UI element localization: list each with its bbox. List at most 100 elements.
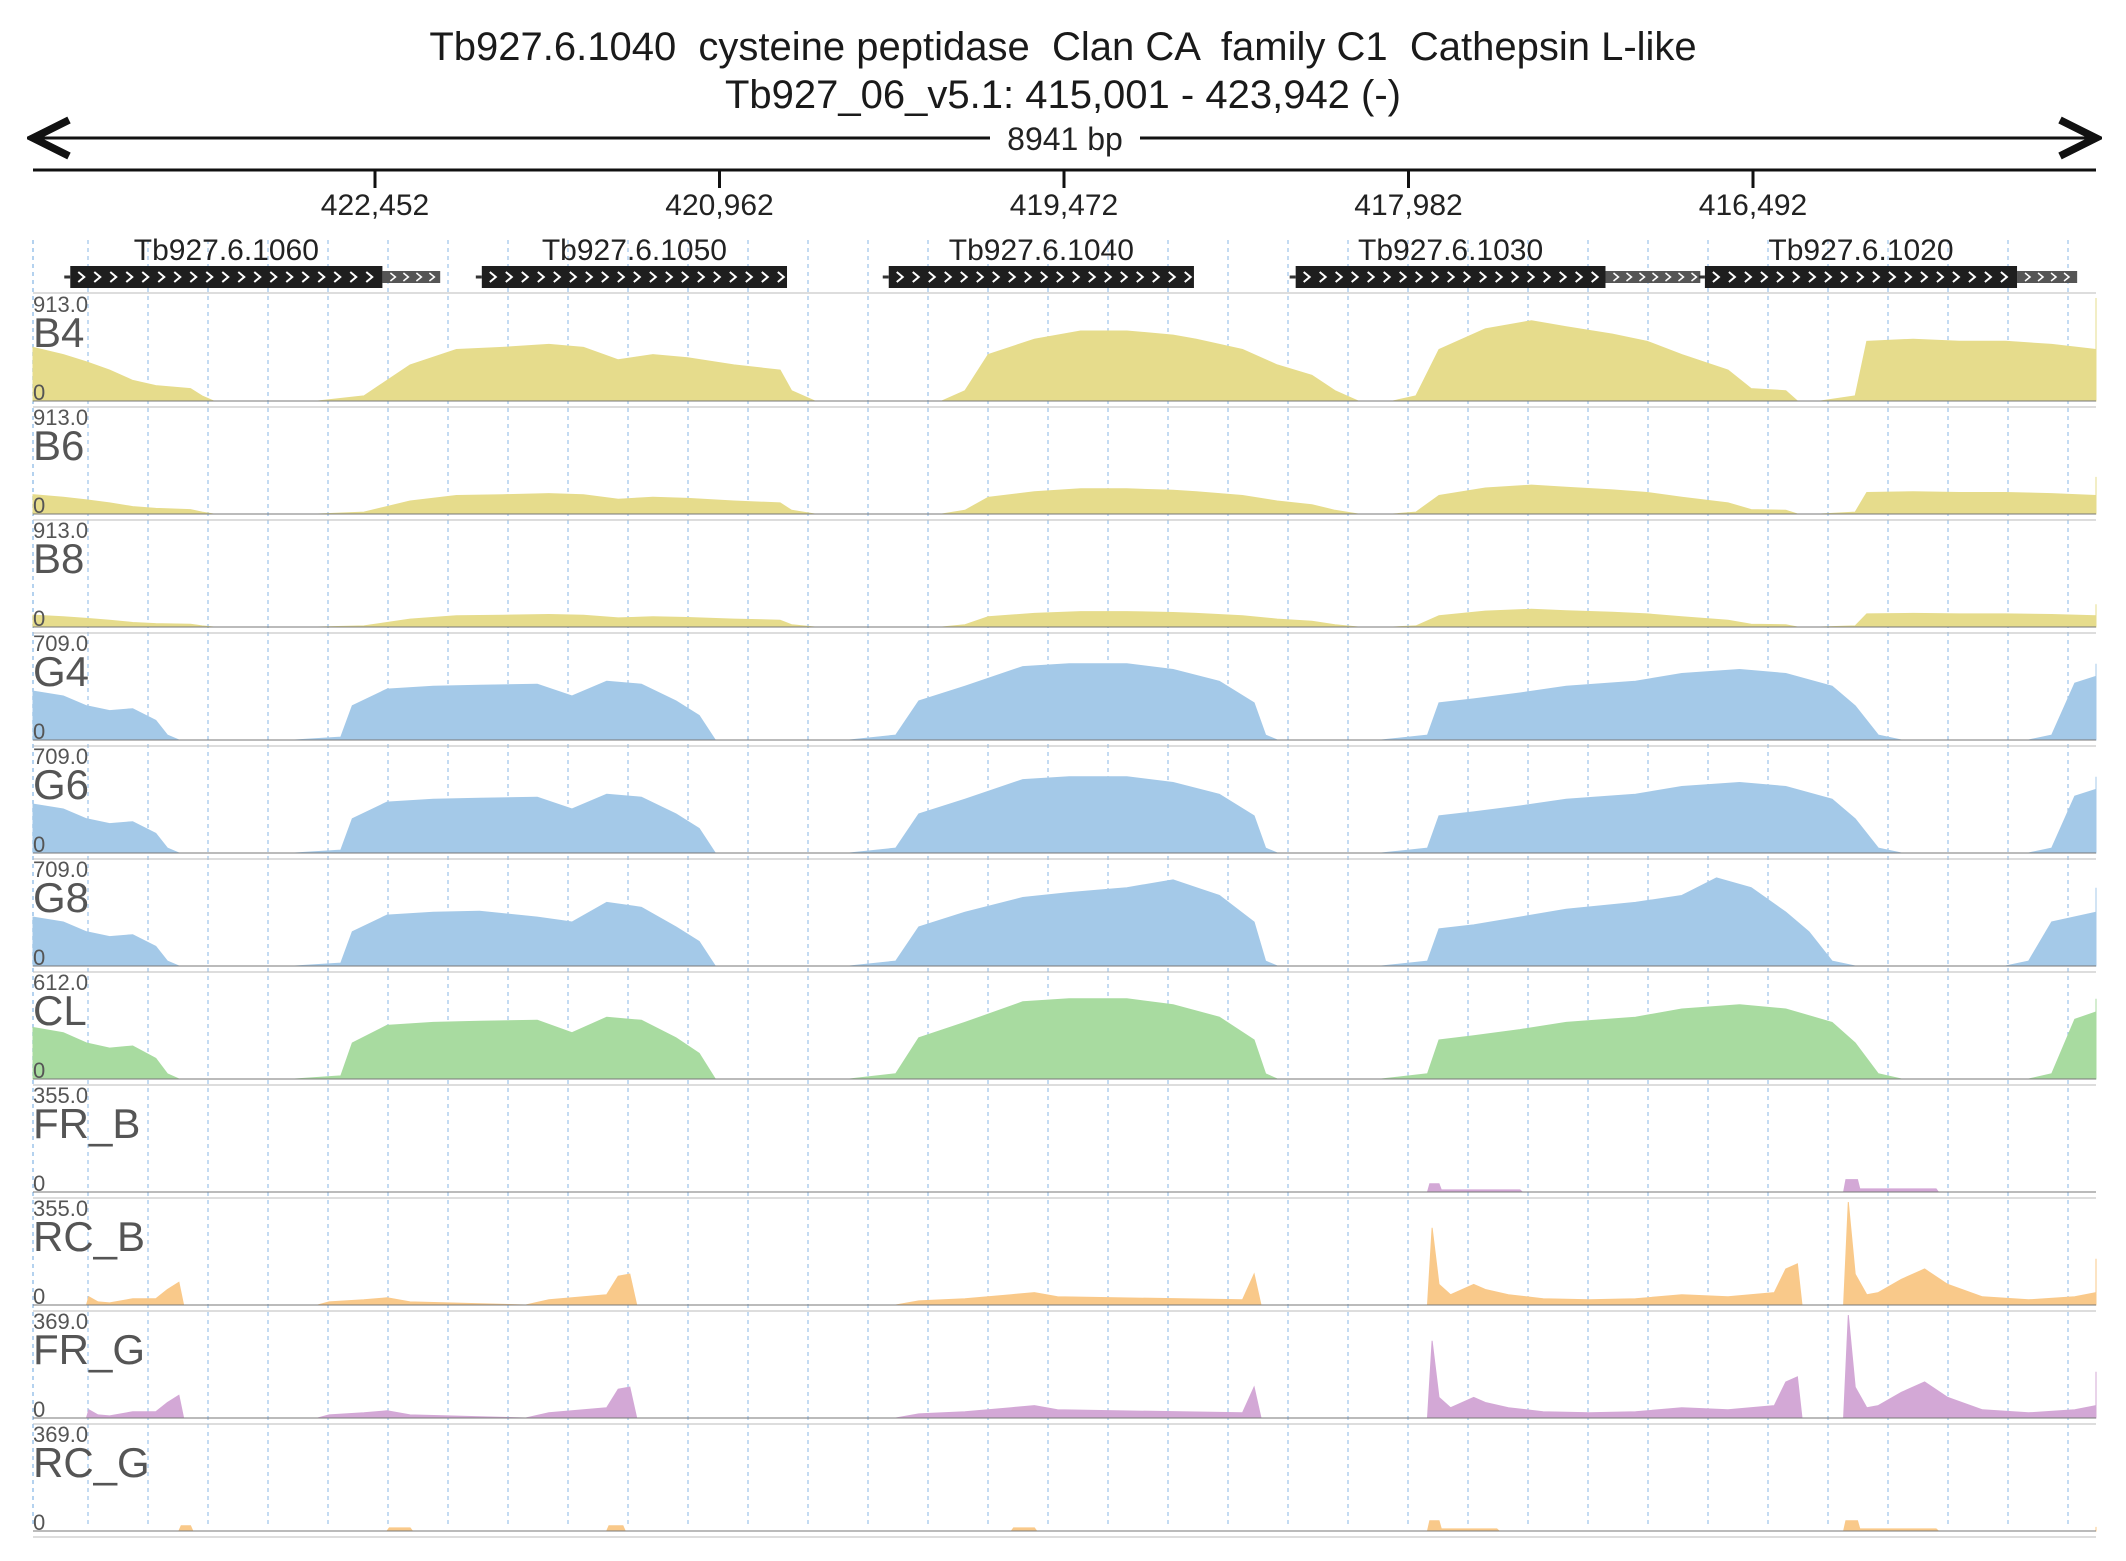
strand-arrow	[553, 271, 562, 283]
track-max-label: 913.0	[33, 292, 88, 317]
track-zero-label: 0	[33, 1397, 45, 1422]
strand-arrow	[1984, 271, 1993, 283]
track-max-label: 913.0	[33, 405, 88, 430]
strand-arrow	[601, 271, 610, 283]
strand-arrow	[992, 271, 1001, 283]
gene-cds	[1295, 266, 1606, 288]
strand-arrow	[402, 272, 410, 282]
track-name-label: G6	[33, 761, 89, 808]
strand-arrow	[428, 272, 436, 282]
track-name-label: B8	[33, 535, 84, 582]
track-zero-label: 0	[33, 1171, 45, 1196]
vertical-grid	[32, 240, 2069, 1525]
strand-arrow	[109, 271, 118, 283]
span-length-label: 8941 bp	[1007, 121, 1123, 157]
strand-arrow	[1447, 271, 1456, 283]
strand-arrow	[2037, 272, 2045, 282]
coordinate-ruler: 422,452 420,962 419,472 417,982 416,492	[33, 168, 2096, 222]
gene-cds	[1704, 266, 2018, 288]
strand-arrow	[237, 271, 246, 283]
strand-arrow	[1575, 271, 1584, 283]
track-zero-label: 0	[33, 719, 45, 744]
strand-arrow	[349, 271, 358, 283]
strand-arrow	[1936, 271, 1945, 283]
strand-arrow	[729, 271, 738, 283]
gene-label: Tb927.6.1060	[134, 234, 319, 267]
track-max-label: 709.0	[33, 744, 88, 769]
strand-arrow	[617, 271, 626, 283]
strand-arrow	[1840, 271, 1849, 283]
chart-subtitle: Tb927_06_v5.1: 415,001 - 423,942 (-)	[724, 73, 1402, 117]
strand-arrow	[713, 271, 722, 283]
strand-arrow	[389, 272, 397, 282]
strand-arrow	[585, 271, 594, 283]
coverage-area-g4	[32, 663, 2097, 741]
strand-arrow	[141, 271, 150, 283]
strand-arrow	[896, 271, 905, 283]
track-max-label: 369.0	[33, 1422, 88, 1447]
coverage-area-b4	[32, 298, 2097, 402]
strand-arrow	[1431, 271, 1440, 283]
track-name-label: RC_G	[33, 1439, 150, 1486]
strand-arrow	[1088, 271, 1097, 283]
strand-arrow	[569, 271, 578, 283]
coverage-area-g6	[32, 776, 2097, 854]
gene-label: Tb927.6.1020	[1768, 234, 1953, 267]
strand-arrow	[665, 271, 674, 283]
strand-arrow	[205, 271, 214, 283]
strand-arrow	[415, 272, 423, 282]
strand-arrow	[2000, 271, 2009, 283]
strand-arrow	[1920, 271, 1929, 283]
track-name-label: FR_G	[33, 1326, 145, 1373]
ruler-tick-label: 416,492	[1699, 189, 1807, 222]
ruler-tick-label: 417,982	[1354, 189, 1462, 222]
track-max-label: 369.0	[33, 1309, 88, 1334]
span-indicator: 8941 bp	[33, 121, 2096, 157]
strand-arrow	[1399, 271, 1408, 283]
ruler-tick-label: 420,962	[665, 189, 773, 222]
strand-arrow	[1335, 271, 1344, 283]
strand-arrow	[1120, 271, 1129, 283]
coverage-area-rc-g	[33, 1520, 2097, 1532]
gene-cds	[70, 266, 383, 288]
strand-arrow	[1415, 271, 1424, 283]
track-name-label: RC_B	[33, 1213, 145, 1260]
strand-arrow	[1008, 271, 1017, 283]
strand-arrow	[1024, 271, 1033, 283]
strand-arrow	[489, 271, 498, 283]
strand-arrow	[1665, 272, 1672, 282]
strand-arrow	[1712, 271, 1721, 283]
strand-arrow	[1652, 272, 1659, 282]
strand-arrow	[1856, 271, 1865, 283]
gene-utr	[382, 271, 441, 283]
track-name-label: B6	[33, 422, 84, 469]
track-max-label: 709.0	[33, 631, 88, 656]
strand-arrow	[745, 271, 754, 283]
track-zero-label: 0	[33, 1058, 45, 1083]
track-name-label: G4	[33, 648, 89, 695]
track-max-label: 355.0	[33, 1196, 88, 1221]
track-zero-label: 0	[33, 380, 45, 405]
ruler-tick-label: 419,472	[1010, 189, 1118, 222]
strand-arrow	[649, 271, 658, 283]
strand-arrow	[912, 271, 921, 283]
strand-arrow	[1559, 271, 1568, 283]
strand-arrow	[960, 271, 969, 283]
track-name-label: G8	[33, 874, 89, 921]
gene-annotation-track: Tb927.6.1060 Tb927.6.1050 Tb927.6.1040 Tb92…	[33, 234, 2096, 294]
strand-arrow	[944, 271, 953, 283]
strand-arrow	[1184, 271, 1193, 283]
strand-arrow	[1463, 271, 1472, 283]
strand-arrow	[505, 271, 514, 283]
strand-arrow	[301, 271, 310, 283]
coverage-area-b6	[32, 476, 2097, 515]
track-name-label: CL	[33, 987, 87, 1034]
track-zero-label: 0	[33, 493, 45, 518]
strand-arrow	[93, 271, 102, 283]
strand-arrow	[2050, 272, 2058, 282]
strand-arrow	[697, 271, 706, 283]
strand-arrow	[1152, 271, 1161, 283]
strand-arrow	[1639, 272, 1646, 282]
strand-arrow	[1760, 271, 1769, 283]
